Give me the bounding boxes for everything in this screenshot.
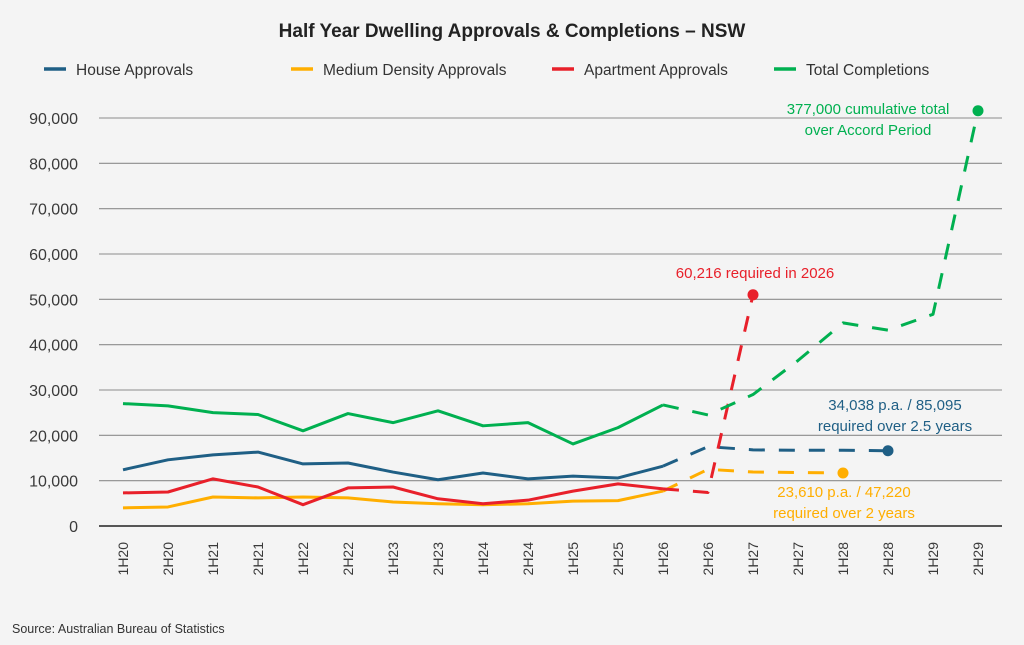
x-tick-label: 1H20 [115, 542, 131, 576]
y-tick-label: 50,000 [29, 292, 78, 309]
y-tick-label: 60,000 [29, 247, 78, 264]
x-tick-label: 1H23 [385, 542, 401, 576]
x-tick-label: 2H25 [610, 542, 626, 576]
x-tick-label: 1H24 [475, 542, 491, 576]
x-tick-label: 2H27 [790, 542, 806, 576]
y-tick-label: 70,000 [29, 202, 78, 219]
y-axis: 0 10,000 20,000 30,000 40,000 50,000 60,000 70,… [29, 111, 78, 536]
grid [99, 117, 1002, 527]
y-tick-label: 90,000 [29, 111, 78, 128]
x-tick-label: 1H25 [565, 542, 581, 576]
x-tick-label: 1H21 [205, 542, 221, 576]
annotation-text: required over 2.5 years [818, 418, 972, 435]
end-marker-house-approvals [882, 445, 894, 457]
x-tick-label: 2H20 [160, 542, 176, 576]
end-marker-apartment-approvals [747, 289, 759, 301]
line-apartment-approvals-projection [662, 294, 755, 494]
x-tick-label: 2H26 [700, 542, 716, 576]
line-medium-density-approvals-actual [122, 489, 664, 510]
annotation-text: 60,216 required in 2026 [676, 265, 834, 282]
annotation-text: 23,610 p.a. / 47,220 [777, 484, 910, 501]
annotation-text: 377,000 cumulative total [787, 101, 950, 118]
legend: House Approvals Medium Density Approvals A… [44, 62, 929, 79]
end-marker-total-completions [972, 105, 984, 117]
x-tick-label: 1H28 [835, 542, 851, 576]
legend-label: Total Completions [806, 62, 929, 79]
x-tick-label: 2H23 [430, 542, 446, 576]
annotation-text: over Accord Period [805, 122, 932, 139]
end-marker-medium-density-approvals [837, 467, 849, 479]
y-tick-label: 20,000 [29, 428, 78, 445]
legend-label: Medium Density Approvals [323, 62, 507, 79]
x-axis: 1H20 2H20 1H21 2H21 1H22 2H22 1H23 2H23 1H24 2H24… [115, 542, 986, 576]
source-note: Source: Australian Bureau of Statistics [12, 622, 225, 636]
x-tick-label: 1H26 [655, 542, 671, 576]
x-tick-label: 1H27 [745, 542, 761, 576]
line-house-approvals-actual [122, 450, 664, 482]
legend-label: Apartment Approvals [584, 62, 728, 79]
y-tick-label: 40,000 [29, 338, 78, 355]
x-tick-label: 2H28 [880, 542, 896, 576]
line-house-approvals-projection [662, 445, 889, 468]
y-tick-label: 0 [69, 519, 78, 536]
x-tick-label: 1H22 [295, 542, 311, 576]
chart-title: Half Year Dwelling Approvals & Completio… [279, 21, 746, 42]
x-tick-label: 2H22 [340, 542, 356, 576]
legend-label: House Approvals [76, 62, 193, 79]
y-tick-label: 10,000 [29, 474, 78, 491]
annotation-text: required over 2 years [773, 505, 915, 522]
line-total-completions-projection [662, 110, 980, 417]
annotation-text: 34,038 p.a. / 85,095 [828, 397, 961, 414]
y-tick-label: 30,000 [29, 383, 78, 400]
line-total-completions-actual [122, 402, 664, 446]
x-tick-label: 2H24 [520, 542, 536, 576]
x-tick-label: 2H21 [250, 542, 266, 576]
y-tick-label: 80,000 [29, 156, 78, 173]
annotations: 377,000 cumulative total over Accord Peri… [676, 101, 972, 522]
series-lines [122, 105, 984, 510]
line-medium-density-approvals-projection [662, 467, 844, 493]
x-tick-label: 2H29 [970, 542, 986, 576]
x-tick-label: 1H29 [925, 542, 941, 576]
